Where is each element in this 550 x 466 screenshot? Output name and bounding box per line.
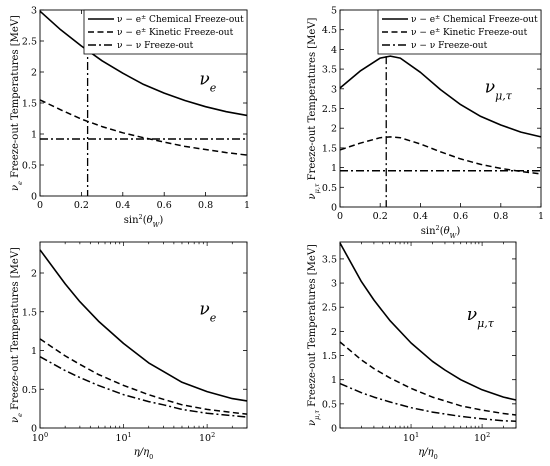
y-tick-label: 3.5 (322, 254, 337, 265)
x-tick-label: 100 (32, 431, 48, 444)
y-tick-label: 1.5 (322, 351, 337, 362)
series-line-solid (39, 249, 248, 402)
series-line-dashdot (39, 356, 248, 418)
legend-label: ν − e± Kinetic Freeze-out (411, 27, 528, 39)
panel-annotation: νe (199, 300, 216, 325)
x-tick-label: 101 (403, 431, 419, 444)
y-tick-label: 1.5 (22, 99, 37, 110)
y-tick-label: 0.5 (322, 183, 337, 194)
y-tick-label: 2 (31, 68, 37, 79)
legend-label: ν − e± Kinetic Freeze-out (117, 27, 234, 39)
y-tick-label: 3.5 (322, 65, 337, 76)
x-axis-label: η/η0 (134, 447, 154, 461)
y-tick-label: 3 (31, 6, 37, 17)
x-tick-label: 0 (37, 200, 43, 211)
y-tick-label: 2 (331, 327, 337, 338)
y-tick-label: 1 (331, 375, 337, 386)
y-tick-label: 1.5 (22, 307, 37, 318)
chart-panel-top-left: 0 0.5 1 1.5 2 2.5 3 0 0.2 0.4 0.6 0.8 1 sin2(θW) νe Fr… (10, 6, 250, 230)
y-tick-label: 4.5 (322, 25, 337, 36)
y-tick-label: 4 (331, 45, 337, 56)
chart-panel-bottom-right: 0 0.5 1 1.5 2 2.5 3 3.5 101 102 η/η0 νμ,τ Freeze-ou… (307, 241, 517, 461)
series-line-dashed (339, 341, 517, 416)
y-tick-label: 1 (31, 346, 37, 357)
panel-annotation: νμ,τ (467, 305, 495, 330)
y-tick-label: 2 (31, 269, 37, 280)
series-line-dashed (39, 99, 248, 156)
series-line-dashed (39, 338, 248, 415)
series-line-solid (339, 242, 517, 401)
y-axis-label: νe Freeze-out Temperatures [MeV] (10, 247, 24, 423)
x-axis-label: sin2(θW) (421, 224, 461, 240)
y-tick-label: 1 (331, 163, 337, 174)
chart-panel-bottom-left: 0 0.5 1 1.5 2 100 101 102 η/η0 νe Freeze-out Temp… (10, 241, 248, 461)
y-tick-label: 0 (331, 424, 337, 435)
y-tick-label: 3 (331, 84, 337, 95)
series-line-dashed (339, 136, 542, 175)
y-tick-label: 1 (31, 130, 37, 141)
x-axis-label: sin2(θW) (124, 213, 164, 229)
y-tick-label: 2.5 (322, 303, 337, 314)
series-line-dashdot (339, 382, 517, 422)
panel-annotation: νμ,τ (485, 78, 513, 103)
y-axis-label: νμ,τ Freeze-out Temperatures [MeV] (307, 17, 321, 199)
x-axis-label: η/η0 (418, 447, 438, 461)
y-axis-label: νe Freeze-out Temperatures [MeV] (10, 15, 24, 191)
series-line-solid (39, 10, 248, 117)
x-tick-label: 0.4 (413, 211, 428, 222)
x-tick-label: 102 (474, 431, 490, 444)
x-tick-label: 101 (115, 431, 131, 444)
y-tick-label: 2 (331, 124, 337, 135)
legend-label: ν − ν Freeze-out (117, 41, 194, 51)
x-tick-label: 1 (244, 200, 250, 211)
y-axis-label: νμ,τ Freeze-out Temperatures [MeV] (307, 244, 321, 426)
legend-label: ν − e± Chemical Freeze-out (411, 14, 538, 26)
y-tick-label: 0.5 (22, 385, 37, 396)
y-tick-label: 2.5 (22, 37, 37, 48)
legend-label: ν − e± Chemical Freeze-out (117, 14, 244, 26)
x-tick-label: 1 (538, 211, 544, 222)
legend-label: ν − ν Freeze-out (411, 41, 488, 51)
x-tick-label: 0 (337, 211, 343, 222)
x-tick-label: 102 (199, 431, 215, 444)
y-tick-label: 2.5 (322, 104, 337, 115)
x-tick-label: 0.4 (115, 200, 130, 211)
y-tick-label: 1.5 (322, 143, 337, 154)
chart-panel-top-right: 0 0.5 1 1.5 2 2.5 3 3.5 4 4.5 5 0 0.2 0.4 0.6 0.8 1 sin2(… (307, 6, 544, 241)
y-tick-label: 5 (331, 6, 337, 17)
panel-annotation: νe (199, 69, 216, 94)
x-tick-label: 0.8 (198, 200, 213, 211)
y-tick-label: 0 (31, 192, 37, 203)
x-tick-label: 0.6 (157, 200, 172, 211)
x-tick-label: 0.2 (373, 211, 388, 222)
y-tick-label: 3 (331, 279, 337, 290)
series-line-solid (339, 55, 542, 138)
x-tick-label: 0.8 (493, 211, 508, 222)
y-tick-label: 0.5 (22, 161, 37, 172)
y-tick-label: 0 (31, 424, 37, 435)
x-tick-label: 0.2 (74, 200, 89, 211)
y-tick-label: 0.5 (322, 399, 337, 410)
x-tick-label: 0.6 (453, 211, 468, 222)
plot-frame (339, 241, 517, 429)
y-tick-label: 0 (331, 203, 337, 214)
plot-frame (39, 241, 248, 429)
